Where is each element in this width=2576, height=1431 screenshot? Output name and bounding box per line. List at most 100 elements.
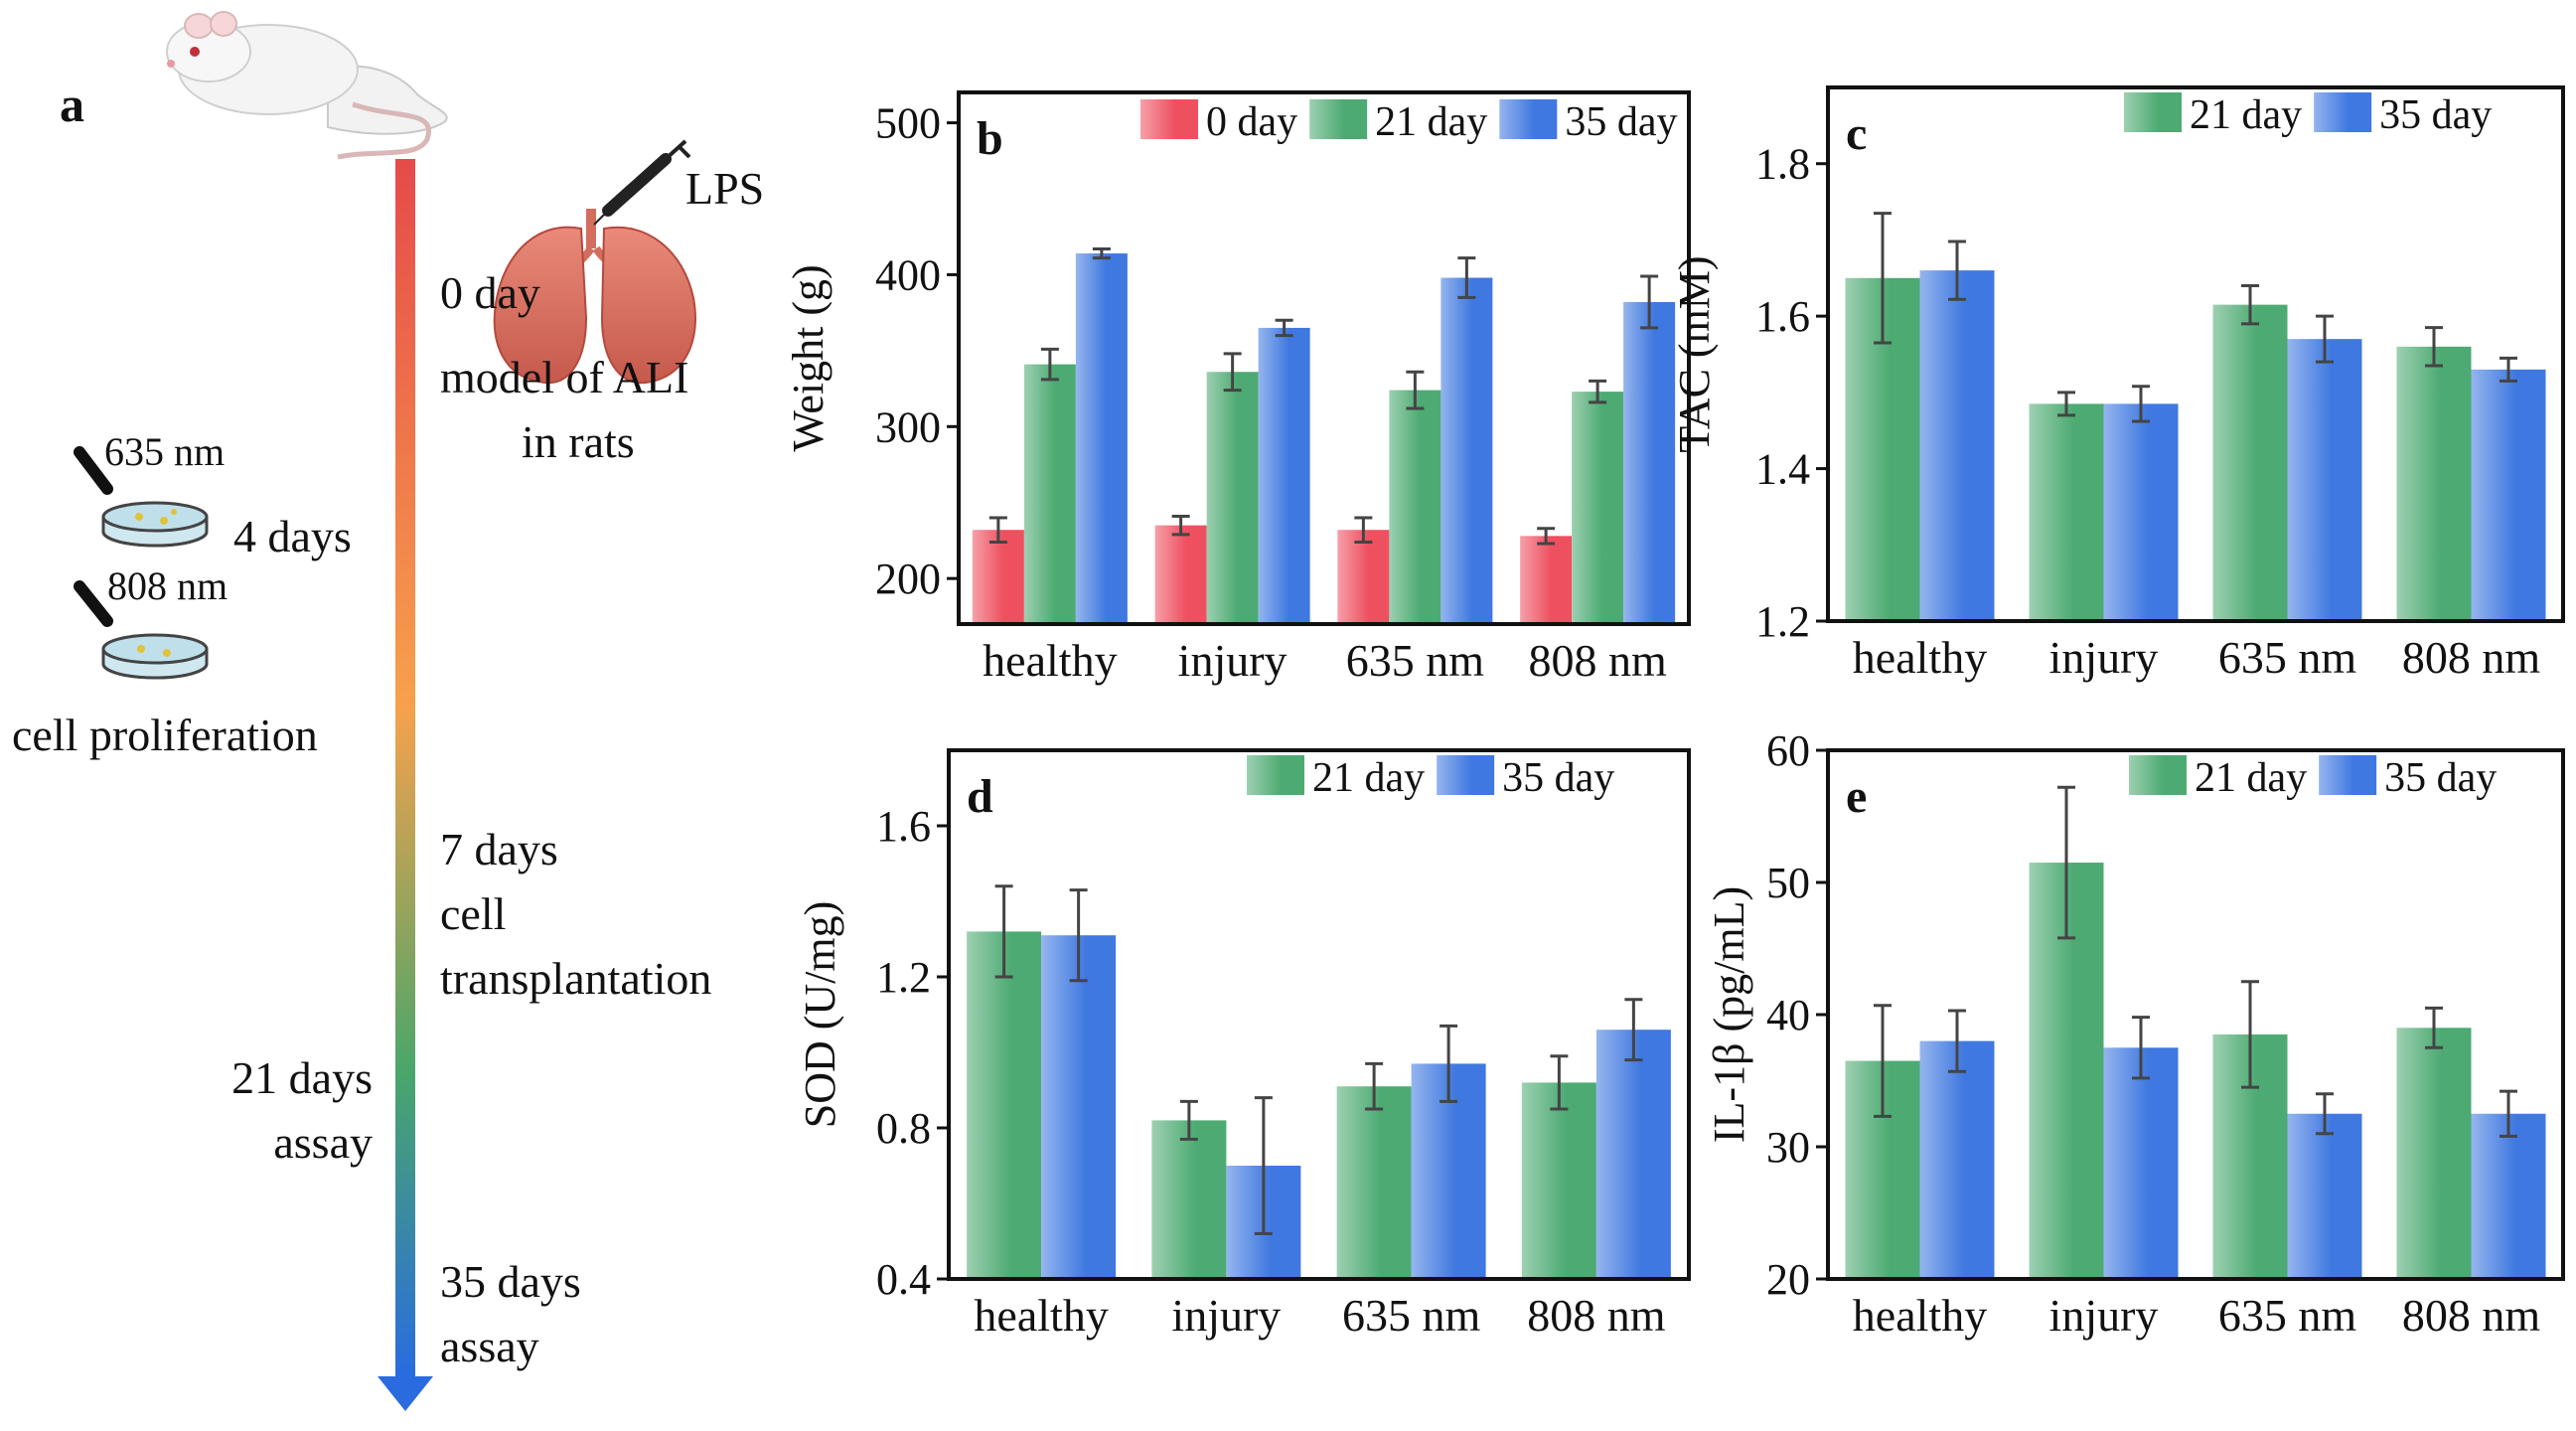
y-axis-label: Weight (g): [784, 264, 833, 451]
bar-c-21-day-2: [2212, 304, 2288, 621]
x-tick-label: healthy: [1853, 632, 1987, 683]
y-tick-label: 50: [1766, 859, 1810, 907]
x-tick-label: 808 nm: [1528, 635, 1667, 686]
legend-label: 0 day: [1206, 99, 1297, 145]
y-tick-label: 1.4: [1755, 445, 1810, 494]
bar-b-21-day-1: [1206, 372, 1259, 624]
x-tick-label: 635 nm: [2218, 1290, 2357, 1341]
y-tick-label: 0.8: [876, 1104, 931, 1153]
x-tick-label: healthy: [974, 1290, 1108, 1341]
legend-swatch: [1437, 755, 1495, 795]
timeline-arrow-head: [378, 1376, 433, 1411]
laser-808-icon: [74, 580, 113, 627]
bar-b-35-day-1: [1258, 327, 1310, 624]
x-tick-label: injury: [1171, 1290, 1281, 1341]
bar-b-35-day-2: [1440, 277, 1493, 624]
chart-c-tac: healthy injury 635 nm 808 nm 1.2 1.4 1.6 1.8 TAC…: [1670, 85, 2565, 683]
bar-b-35-day-0: [1075, 253, 1128, 624]
bar-d-21-day-2: [1336, 1086, 1412, 1279]
assay35-label: assay: [440, 1321, 539, 1371]
panel-a: a LPS 0 day: [12, 11, 764, 1411]
panel-a-label: a: [60, 77, 84, 132]
bar-b-0-day-3: [1520, 536, 1573, 624]
plot-frame: [957, 90, 1691, 626]
bar-e-35-day-1: [2103, 1047, 2179, 1279]
x-tick-label: 808 nm: [2402, 1290, 2541, 1341]
legend-swatch: [2319, 755, 2377, 795]
bar-d-35-day-3: [1595, 1030, 1671, 1279]
bar-d-35-day-0: [1041, 935, 1117, 1279]
panel-label: d: [967, 770, 993, 823]
y-axis-label: IL-1β (pg/mL): [1705, 886, 1753, 1143]
y-tick-label: 200: [875, 555, 941, 603]
x-tick-label: 808 nm: [1527, 1290, 1666, 1341]
bar-d-21-day-3: [1521, 1082, 1596, 1279]
model-line2: in rats: [522, 416, 635, 467]
y-tick-label: 1.2: [1755, 597, 1810, 646]
day0-label: 0 day: [440, 267, 540, 318]
x-tick-label: 808 nm: [2402, 632, 2541, 683]
legend-swatch: [1140, 99, 1198, 139]
lung-icon: [493, 209, 696, 385]
panel-label: b: [977, 112, 1003, 165]
panel-label: e: [1846, 770, 1867, 823]
y-tick-label: 1.6: [1755, 292, 1810, 341]
model-line1: model of ALI: [440, 352, 688, 402]
bar-c-21-day-3: [2396, 346, 2472, 621]
cell-proliferation-label: cell proliferation: [12, 710, 318, 760]
y-tick-label: 1.8: [1755, 140, 1810, 189]
plot-frame: [947, 748, 1691, 1281]
bar-e-35-day-2: [2287, 1113, 2362, 1279]
laser-635-icon: [74, 446, 113, 495]
legend-label: 21 day: [1375, 99, 1487, 145]
bar-e-21-day-3: [2396, 1028, 2472, 1279]
x-tick-label: 635 nm: [1342, 1290, 1481, 1341]
bar-b-0-day-1: [1154, 525, 1207, 624]
lps-label: LPS: [685, 163, 764, 214]
bar-c-21-day-1: [2029, 403, 2104, 621]
bar-c-35-day-2: [2287, 339, 2362, 621]
bar-b-21-day-0: [1023, 364, 1076, 624]
plot-frame: [1826, 85, 2565, 623]
x-tick-label: injury: [2049, 1290, 2159, 1341]
assay21-label: assay: [273, 1117, 373, 1168]
y-axis-label: TAC (mM): [1670, 255, 1719, 452]
y-tick-label: 30: [1766, 1123, 1810, 1172]
bar-b-0-day-2: [1337, 530, 1390, 624]
legend-label: 35 day: [2384, 755, 2497, 801]
chart-d-sod: healthy injury 635 nm 808 nm 0.4 0.8 1.2 1.6 SOD…: [796, 748, 1691, 1341]
y-tick-label: 40: [1766, 991, 1810, 1039]
y-tick-label: 60: [1766, 726, 1810, 775]
legend-swatch: [1499, 99, 1558, 139]
legend-label: 35 day: [2379, 92, 2492, 138]
x-tick-label: injury: [1178, 635, 1288, 686]
legend-swatch: [2129, 755, 2187, 795]
petri-dish-icon: [101, 633, 209, 680]
legend-label: 21 day: [2190, 92, 2302, 138]
x-tick-label: 635 nm: [2218, 632, 2357, 683]
days7-label: 7 days: [440, 824, 558, 874]
y-tick-label: 20: [1766, 1255, 1810, 1304]
chart-e-il1b: healthy injury 635 nm 808 nm 20 30 40 50 60 IL-1β…: [1705, 726, 2565, 1341]
bar-c-35-day-1: [2103, 403, 2179, 621]
x-tick-label: healthy: [983, 635, 1117, 686]
bar-d-21-day-0: [967, 931, 1042, 1279]
legend-label: 21 day: [1312, 755, 1425, 801]
wave635-label: 635 nm: [104, 429, 225, 474]
syringe-icon: [593, 139, 691, 226]
transplantation-label: transplantation: [440, 953, 711, 1004]
legend-label: 35 day: [1565, 99, 1677, 145]
petri-dish-icon: [101, 501, 209, 548]
panel-label: c: [1846, 107, 1867, 160]
x-tick-label: healthy: [1853, 1290, 1987, 1341]
x-tick-label: 635 nm: [1346, 635, 1485, 686]
legend-swatch: [1247, 755, 1304, 795]
y-tick-label: 400: [875, 250, 941, 299]
bar-b-35-day-3: [1623, 301, 1676, 624]
bar-c-35-day-3: [2471, 369, 2546, 621]
bar-b-21-day-2: [1389, 390, 1441, 624]
timeline-arrow-shaft: [395, 159, 415, 1376]
rat-icon: [166, 11, 448, 160]
bar-e-35-day-0: [1919, 1040, 1995, 1279]
